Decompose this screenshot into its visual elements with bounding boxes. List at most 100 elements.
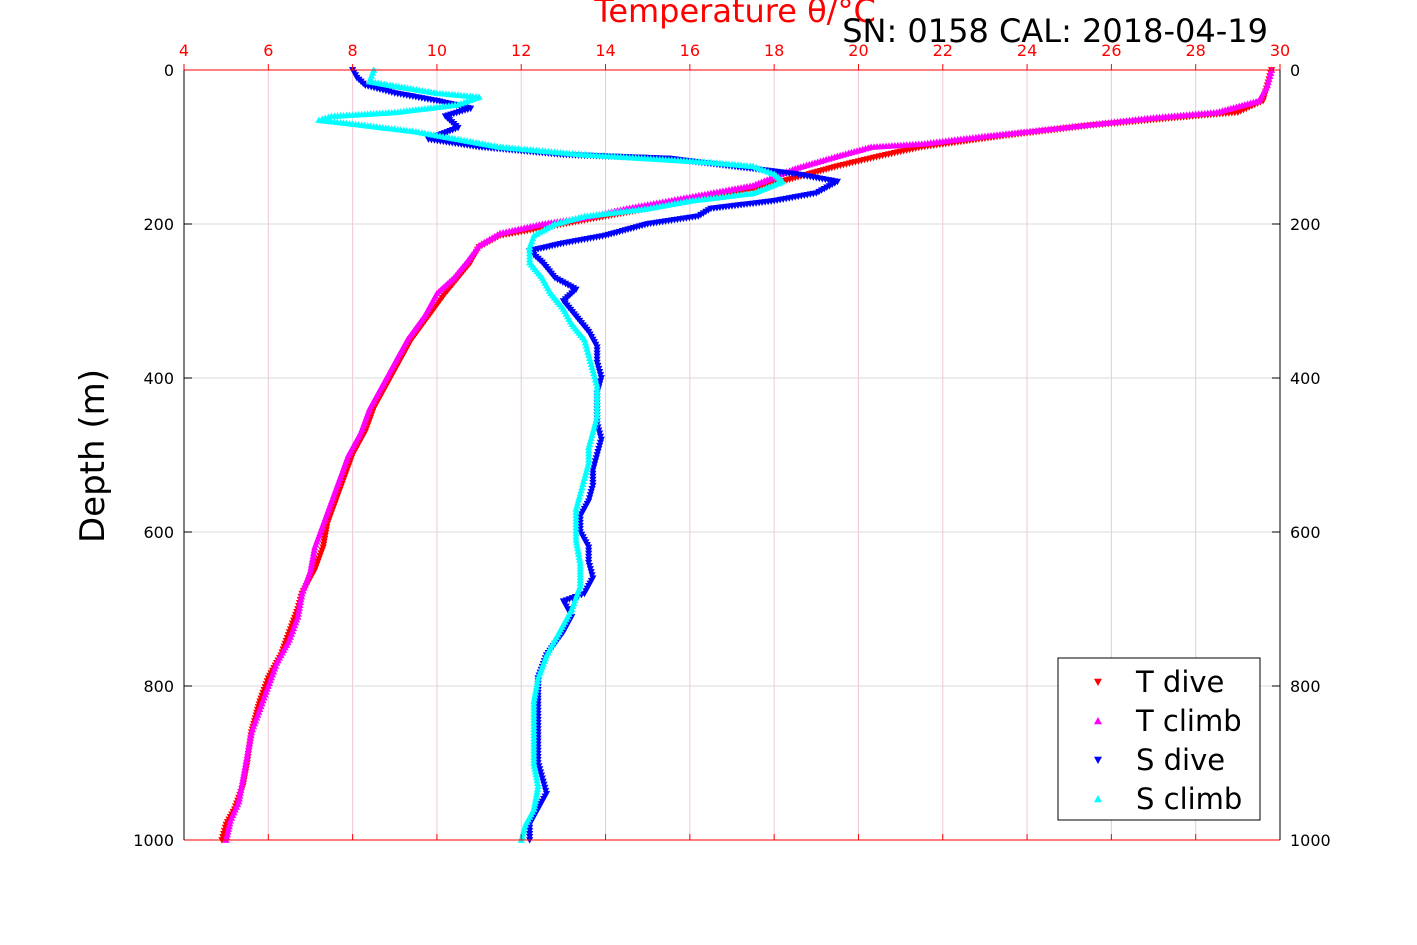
x-tick-label: 14 <box>595 41 615 60</box>
data-point <box>534 782 542 789</box>
y-tick-label-left: 400 <box>143 369 174 388</box>
x-tick-label: 6 <box>263 41 273 60</box>
data-point <box>531 692 539 699</box>
data-point <box>247 728 256 736</box>
series-s-climb <box>315 66 787 843</box>
legend-label: T dive <box>1135 665 1224 699</box>
legend-marker <box>1094 795 1102 803</box>
data-point <box>246 737 254 744</box>
data-point <box>533 785 542 792</box>
x-tick-label: 10 <box>427 41 447 60</box>
data-point <box>246 734 254 741</box>
data-point <box>296 601 304 609</box>
legend-marker <box>1094 756 1102 764</box>
data-point <box>298 590 306 597</box>
data-point <box>236 789 244 796</box>
x-tick-label: 22 <box>933 41 953 60</box>
data-point <box>572 536 580 543</box>
data-point <box>247 731 255 738</box>
data-point <box>226 819 234 827</box>
data-point <box>226 817 234 824</box>
data-point <box>307 564 315 571</box>
axes <box>183 64 1281 841</box>
data-point <box>574 544 582 552</box>
data-point <box>533 680 541 687</box>
y-tick-label-right: 1000 <box>1290 831 1331 850</box>
data-point <box>223 833 231 841</box>
data-point <box>295 607 303 614</box>
data-point <box>533 677 542 685</box>
x-tick-label: 18 <box>764 41 784 60</box>
data-point <box>575 550 583 558</box>
y-tick-label-left: 0 <box>164 61 174 80</box>
data-point <box>245 743 253 750</box>
data-point <box>530 759 538 766</box>
x-tick-label: 24 <box>1017 41 1037 60</box>
x-tick-label: 16 <box>680 41 700 60</box>
data-point <box>241 763 249 770</box>
data-point <box>531 768 540 775</box>
data-point <box>243 751 251 759</box>
y-tick-label-left: 200 <box>143 215 174 234</box>
legend: T dive T climb S dive S climb <box>1057 657 1261 821</box>
y-tick-label-left: 800 <box>143 677 174 696</box>
data-point <box>310 546 318 554</box>
data-point <box>225 822 233 830</box>
x-tick-label: 20 <box>848 41 868 60</box>
data-point <box>235 795 243 802</box>
data-point <box>574 547 582 555</box>
data-point <box>309 552 317 559</box>
data-point <box>531 796 540 804</box>
x-tick-label: 28 <box>1186 41 1206 60</box>
y-tick-label-left: 1000 <box>133 831 174 850</box>
legend-label: S climb <box>1136 782 1242 816</box>
data-point <box>295 604 303 611</box>
data-point <box>238 780 246 788</box>
data-point <box>576 556 584 563</box>
data-point <box>240 769 248 776</box>
y-tick-label-right: 400 <box>1290 369 1321 388</box>
data-point <box>532 773 541 781</box>
data-point <box>534 674 542 682</box>
data-point <box>245 740 253 747</box>
data-point <box>244 745 252 753</box>
legend-box <box>1057 657 1261 821</box>
data-point <box>239 774 247 782</box>
data-point <box>236 792 244 799</box>
data-point <box>573 541 581 549</box>
data-point <box>308 558 316 565</box>
data-point <box>530 802 539 810</box>
data-point <box>531 689 540 696</box>
y-tick-label-right: 0 <box>1290 61 1300 80</box>
data-point <box>532 686 540 693</box>
y-tick-label-right: 600 <box>1290 523 1321 542</box>
y-axis-label: Depth (m) <box>73 369 113 543</box>
data-point <box>237 786 245 793</box>
data-point <box>224 828 232 835</box>
data-point <box>533 776 541 784</box>
data-point <box>572 538 581 546</box>
chart-title: Temperature θ/°C <box>593 0 876 30</box>
chart-subtitle: SN: 0158 CAL: 2018-04-19 <box>842 12 1268 50</box>
data-point <box>297 595 305 603</box>
legend-marker <box>1094 678 1102 686</box>
data-point <box>237 783 246 790</box>
data-point <box>575 553 583 560</box>
data-point <box>244 748 252 756</box>
x-tick-label: 30 <box>1270 41 1290 60</box>
data-point <box>533 788 541 795</box>
x-tick-label: 26 <box>1101 41 1121 60</box>
data-point <box>531 799 539 807</box>
data-markers <box>218 66 1276 844</box>
data-point <box>532 794 540 801</box>
x-tick-label: 12 <box>511 41 531 60</box>
data-point <box>239 771 248 779</box>
y-tick-label-right: 800 <box>1290 677 1321 696</box>
x-tick-label: 4 <box>179 41 189 60</box>
data-point <box>532 683 541 690</box>
legend-label: T climb <box>1135 704 1242 738</box>
data-point <box>532 770 540 778</box>
data-point <box>238 777 247 785</box>
